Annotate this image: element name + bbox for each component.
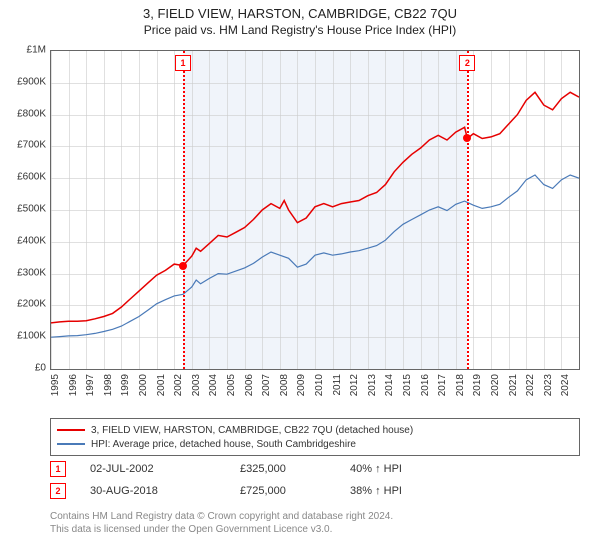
transaction-table: 1 02-JUL-2002 £325,000 40% ↑ HPI 2 30-AU… bbox=[50, 458, 580, 502]
marker-line bbox=[467, 51, 469, 369]
x-tick-label: 2013 bbox=[367, 374, 378, 396]
x-tick-label: 2018 bbox=[455, 374, 466, 396]
x-axis: 1995 1996 1997 1998 1999 2000 2001 2002 2003 2004… bbox=[50, 370, 580, 420]
x-tick-label: 2011 bbox=[332, 374, 343, 396]
x-tick-label: 1995 bbox=[50, 374, 61, 396]
x-tick-label: 2001 bbox=[156, 374, 167, 396]
x-tick-label: 2017 bbox=[437, 374, 448, 396]
x-tick-label: 2004 bbox=[208, 374, 219, 396]
y-tick-label: £200K bbox=[17, 299, 46, 310]
legend-label-property: 3, FIELD VIEW, HARSTON, CAMBRIDGE, CB22 … bbox=[91, 425, 413, 436]
y-tick-label: £500K bbox=[17, 204, 46, 215]
footer-line1: Contains HM Land Registry data © Crown c… bbox=[50, 510, 580, 523]
legend-label-hpi: HPI: Average price, detached house, Sout… bbox=[91, 439, 356, 450]
y-tick-label: £600K bbox=[17, 172, 46, 183]
x-tick-label: 2010 bbox=[314, 374, 325, 396]
x-tick-label: 1999 bbox=[120, 374, 131, 396]
x-tick-label: 1998 bbox=[103, 374, 114, 396]
x-tick-label: 2022 bbox=[525, 374, 536, 396]
x-tick-label: 2009 bbox=[296, 374, 307, 396]
x-tick-label: 2024 bbox=[560, 374, 571, 396]
x-tick-label: 2008 bbox=[279, 374, 290, 396]
y-tick-label: £800K bbox=[17, 108, 46, 119]
x-tick-label: 1996 bbox=[68, 374, 79, 396]
table-row: 2 30-AUG-2018 £725,000 38% ↑ HPI bbox=[50, 480, 580, 502]
y-tick-label: £400K bbox=[17, 235, 46, 246]
page-subtitle: Price paid vs. HM Land Registry's House … bbox=[0, 21, 600, 37]
x-tick-label: 2003 bbox=[191, 374, 202, 396]
page-title: 3, FIELD VIEW, HARSTON, CAMBRIDGE, CB22 … bbox=[0, 0, 600, 21]
transaction-marker-icon: 1 bbox=[50, 461, 66, 477]
x-tick-label: 2014 bbox=[384, 374, 395, 396]
marker-dot bbox=[463, 134, 471, 142]
transaction-delta: 40% ↑ HPI bbox=[350, 463, 470, 475]
transaction-date: 30-AUG-2018 bbox=[90, 485, 240, 497]
y-tick-label: £900K bbox=[17, 76, 46, 87]
y-tick-label: £100K bbox=[17, 331, 46, 342]
series-line-hpi bbox=[51, 175, 579, 337]
transaction-price: £325,000 bbox=[240, 463, 350, 475]
x-tick-label: 2019 bbox=[472, 374, 483, 396]
footer: Contains HM Land Registry data © Crown c… bbox=[50, 510, 580, 536]
marker-dot bbox=[179, 262, 187, 270]
x-tick-label: 2015 bbox=[402, 374, 413, 396]
y-tick-label: £700K bbox=[17, 140, 46, 151]
marker-line bbox=[183, 51, 185, 369]
footer-line2: This data is licensed under the Open Gov… bbox=[50, 523, 580, 536]
y-axis: £0£100K£200K£300K£400K£500K£600K£700K£80… bbox=[0, 50, 48, 370]
y-tick-label: £300K bbox=[17, 267, 46, 278]
x-tick-label: 2007 bbox=[261, 374, 272, 396]
transaction-marker-icon: 2 bbox=[50, 483, 66, 499]
legend-row-property: 3, FIELD VIEW, HARSTON, CAMBRIDGE, CB22 … bbox=[57, 423, 573, 437]
x-tick-label: 2005 bbox=[226, 374, 237, 396]
chart-lines-svg bbox=[51, 51, 579, 369]
legend-swatch-property bbox=[57, 429, 85, 431]
x-tick-label: 1997 bbox=[85, 374, 96, 396]
legend-row-hpi: HPI: Average price, detached house, Sout… bbox=[57, 437, 573, 451]
legend: 3, FIELD VIEW, HARSTON, CAMBRIDGE, CB22 … bbox=[50, 418, 580, 456]
transaction-price: £725,000 bbox=[240, 485, 350, 497]
transaction-delta: 38% ↑ HPI bbox=[350, 485, 470, 497]
x-tick-label: 2006 bbox=[244, 374, 255, 396]
x-tick-label: 2002 bbox=[173, 374, 184, 396]
marker-box: 2 bbox=[459, 55, 475, 71]
marker-box: 1 bbox=[175, 55, 191, 71]
x-tick-label: 2023 bbox=[543, 374, 554, 396]
y-tick-label: £0 bbox=[35, 363, 46, 374]
x-tick-label: 2021 bbox=[508, 374, 519, 396]
table-row: 1 02-JUL-2002 £325,000 40% ↑ HPI bbox=[50, 458, 580, 480]
y-tick-label: £1M bbox=[27, 45, 46, 56]
x-tick-label: 2016 bbox=[420, 374, 431, 396]
series-line-property bbox=[51, 92, 579, 323]
transaction-date: 02-JUL-2002 bbox=[90, 463, 240, 475]
x-tick-label: 2020 bbox=[490, 374, 501, 396]
x-tick-label: 2012 bbox=[349, 374, 360, 396]
legend-swatch-hpi bbox=[57, 443, 85, 445]
chart-plot-area: 12 bbox=[50, 50, 580, 370]
x-tick-label: 2000 bbox=[138, 374, 149, 396]
